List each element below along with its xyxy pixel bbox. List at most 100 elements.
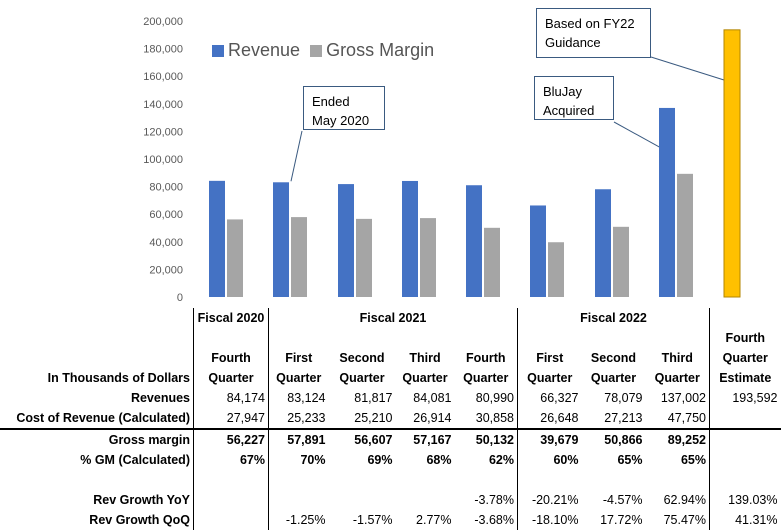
table-cell: -1.25% [285, 513, 326, 527]
y-tick-label: 60,000 [149, 209, 183, 221]
column-header: Quarter [590, 371, 637, 385]
y-tick-label: 80,000 [149, 182, 183, 194]
y-tick-label: 140,000 [143, 99, 183, 111]
y-tick-label: 180,000 [143, 44, 183, 56]
table-cell [193, 490, 269, 510]
y-tick-label: 200,000 [143, 16, 183, 28]
y-tick-label: 120,000 [143, 126, 183, 138]
gross-margin-bar [677, 173, 693, 297]
table-cell: 62.94% [663, 493, 706, 507]
callout-blujay-acquired: BluJay Acquired [534, 76, 614, 120]
table-cell [709, 428, 781, 450]
callout-leader-line [290, 130, 303, 182]
table-cell: 2.77% [416, 513, 452, 527]
revenue-bar [530, 205, 546, 297]
table-cell: 60% [553, 453, 579, 467]
table-cell: -3.78% [454, 490, 518, 510]
table-cell: 26,648 [540, 411, 579, 425]
column-header [518, 328, 582, 348]
legend-swatch-gross-margin [310, 44, 323, 57]
table-cell: -18.10% [531, 513, 579, 527]
table-cell [709, 408, 781, 429]
financial-table: Fiscal 2020 Fiscal 2021 Fiscal 2022 Four… [0, 308, 781, 530]
column-header: Quarter [339, 371, 385, 385]
row-label: Rev Growth QoQ [89, 513, 190, 527]
table-cell: 65% [617, 453, 643, 467]
chart-legend: Revenue Gross Margin [212, 40, 444, 61]
column-header [193, 328, 269, 348]
callout-ended-may-2020: Ended May 2020 [303, 86, 385, 130]
table-cell: 137,002 [660, 391, 706, 405]
column-header [269, 328, 329, 348]
callout-leader-line [613, 121, 662, 149]
legend-item-gross-margin: Gross Margin [310, 40, 434, 61]
callout-line: Acquired [543, 103, 595, 118]
revenue-bar [402, 180, 418, 297]
table-row: Gross margin 56,227 57,891 56,607 57,167 50,1… [0, 428, 781, 450]
table-cell: 69% [367, 453, 393, 467]
column-header: Quarter [527, 371, 573, 385]
fiscal-year-header: Fiscal 2022 [580, 311, 647, 325]
gross-margin-bar [291, 217, 307, 297]
row-label: Rev Growth YoY [93, 493, 190, 507]
table-cell: 80,990 [454, 388, 518, 408]
table-cell: 139.03% [709, 490, 781, 510]
legend-swatch-revenue [212, 44, 224, 57]
table-row: Rev Growth YoY -3.78% -20.21% -4.57% 62.94% 1… [0, 490, 781, 510]
table-cell: -3.68% [454, 510, 518, 530]
column-header: Quarter [454, 368, 518, 388]
header-row-1: Fourth [0, 328, 781, 348]
fiscal-year-header: Fiscal 2021 [268, 308, 518, 328]
table-cell: 66,327 [540, 391, 579, 405]
table-cell: 84,081 [413, 391, 452, 405]
table-cell: 83,124 [287, 391, 326, 405]
column-header: Fourth [709, 328, 781, 348]
column-header: Quarter [654, 371, 700, 385]
table-cell: 67% [193, 450, 269, 470]
table-cell [396, 490, 455, 510]
column-header [329, 328, 396, 348]
estimate-bar [723, 29, 741, 298]
table-cell: 70% [300, 453, 326, 467]
column-header: Quarter [193, 368, 269, 388]
table-cell: 193,592 [709, 388, 781, 408]
table-row: Revenues 84,174 83,124 81,817 84,081 80,990 66… [0, 388, 781, 408]
column-header: Third [409, 351, 441, 365]
table-row: Cost of Revenue (Calculated) 27,947 25,233… [0, 408, 781, 429]
table-cell: 41.31% [709, 510, 781, 530]
table-cell: 17.72% [600, 513, 643, 527]
y-tick-label: 100,000 [143, 154, 183, 166]
gross-margin-bar [227, 219, 243, 297]
spacer-row [0, 470, 781, 490]
table-cell: 27,213 [604, 411, 643, 425]
column-header [396, 328, 455, 348]
revenue-bar [338, 184, 354, 297]
revenue-bar [273, 182, 289, 297]
header-row-3: In Thousands of Dollars Quarter Quarter … [0, 368, 781, 388]
column-header: Fourth [193, 348, 269, 368]
table-cell: 25,233 [287, 411, 326, 425]
gross-margin-bar [420, 218, 436, 297]
table-row: Rev Growth QoQ -1.25% -1.57% 2.77% -3.68% -18… [0, 510, 781, 530]
table-cell: -20.21% [531, 493, 579, 507]
table-cell: 78,079 [604, 391, 643, 405]
y-tick-label: 160,000 [143, 71, 183, 83]
table-cell [193, 510, 269, 530]
revenue-bar [209, 180, 225, 297]
gross-margin-bar [356, 218, 372, 297]
table-cell: 56,607 [328, 428, 396, 450]
callout-line: May 2020 [312, 113, 370, 128]
column-header [582, 328, 646, 348]
callout-fy22-guidance: Based on FY22 Guidance [536, 8, 651, 58]
row-label: Cost of Revenue (Calculated) [16, 411, 190, 425]
table-cell: 84,174 [193, 388, 269, 408]
table-cell: 57,891 [268, 428, 329, 450]
column-header: Estimate [709, 368, 781, 388]
table-row: % GM (Calculated) 67% 70% 69% 68% 62% 60% 65% 65… [0, 450, 781, 470]
y-tick-label: 20,000 [149, 264, 183, 276]
table-cell: 62% [454, 450, 518, 470]
y-tick-label: 40,000 [149, 237, 183, 249]
table-cell: 81,817 [354, 391, 393, 405]
column-header: Quarter [402, 371, 448, 385]
row-label: Revenues [130, 391, 190, 405]
